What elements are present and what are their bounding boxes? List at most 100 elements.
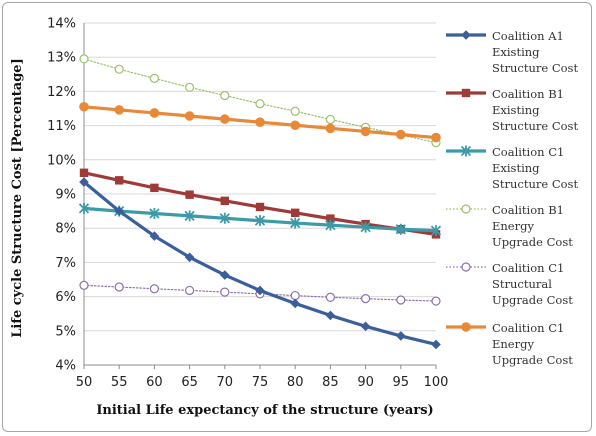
gridlines bbox=[84, 22, 436, 366]
legend-label: Energy bbox=[492, 219, 534, 233]
legend-label: Coalition C1 bbox=[492, 261, 564, 275]
data-point bbox=[396, 295, 406, 305]
data-point bbox=[325, 219, 336, 231]
data-point bbox=[255, 99, 265, 109]
y-tick-label: 7% bbox=[55, 256, 76, 271]
data-point bbox=[219, 212, 230, 224]
legend-label: Upgrade Cost bbox=[492, 235, 573, 249]
y-axis-title: Life cycle Structure Cost [Percentage] bbox=[10, 58, 25, 337]
data-point bbox=[149, 231, 160, 241]
legend-entry: Coalition B1 Existing Structure Cost bbox=[446, 87, 578, 133]
data-point bbox=[115, 176, 124, 185]
x-tick-label: 80 bbox=[287, 375, 304, 390]
y-tick-label: 4% bbox=[55, 359, 76, 374]
y-tick-label: 10% bbox=[47, 153, 76, 168]
legend-label: Coalition B1 bbox=[492, 87, 564, 101]
data-point bbox=[290, 217, 301, 229]
data-point bbox=[360, 221, 371, 233]
data-point bbox=[79, 54, 89, 64]
data-point bbox=[114, 105, 124, 115]
legend-entry: Coalition A1 Existing Structure Cost bbox=[446, 29, 578, 75]
data-point bbox=[78, 202, 90, 214]
x-tick-label: 85 bbox=[322, 375, 339, 390]
data-point bbox=[325, 114, 335, 125]
data-point bbox=[220, 114, 230, 124]
x-tick-label: 55 bbox=[111, 375, 128, 390]
data-point bbox=[150, 183, 159, 193]
data-point bbox=[79, 168, 89, 177]
data-point bbox=[149, 207, 160, 219]
data-point bbox=[220, 90, 230, 101]
x-tick-label: 50 bbox=[76, 375, 93, 390]
data-point bbox=[220, 270, 230, 280]
legend-entry: Coalition C1 Structural Upgrade Cost bbox=[446, 261, 573, 307]
data-point bbox=[360, 126, 371, 137]
data-point bbox=[114, 206, 124, 216]
x-tick-label: 95 bbox=[393, 375, 410, 390]
x-tick-label: 65 bbox=[181, 375, 198, 390]
series-6 bbox=[79, 101, 441, 143]
legend-label: Upgrade Cost bbox=[492, 293, 573, 307]
data-point bbox=[431, 296, 441, 306]
legend-swatch-marker bbox=[461, 88, 471, 98]
y-tick-label: 8% bbox=[55, 222, 76, 237]
x-tick-label: 90 bbox=[357, 375, 374, 390]
legend-label: Energy bbox=[492, 337, 534, 351]
data-point bbox=[325, 123, 336, 134]
series-4 bbox=[79, 54, 441, 148]
data-point bbox=[395, 223, 406, 235]
x-axis-title: Initial Life expectancy of the structure… bbox=[96, 403, 433, 418]
data-point bbox=[326, 214, 335, 223]
legend-label: Coalition B1 bbox=[492, 203, 564, 217]
x-tick-label: 75 bbox=[252, 375, 269, 390]
data-point bbox=[290, 106, 300, 116]
y-tick-label: 14% bbox=[47, 17, 76, 32]
data-point bbox=[220, 196, 229, 206]
y-tick-label: 6% bbox=[55, 290, 76, 305]
legend-label: Existing bbox=[492, 161, 540, 175]
data-point bbox=[79, 101, 89, 112]
legend-swatch-marker bbox=[461, 204, 471, 214]
data-point bbox=[396, 129, 406, 140]
y-tick-label: 9% bbox=[55, 188, 76, 203]
y-tick-label: 5% bbox=[55, 324, 76, 339]
legend-swatch-marker bbox=[461, 30, 471, 40]
data-point bbox=[185, 82, 195, 92]
legend-label: Structure Cost bbox=[492, 119, 578, 133]
series-layer bbox=[78, 54, 442, 350]
data-point bbox=[431, 132, 441, 143]
x-tick-label: 70 bbox=[217, 375, 234, 390]
data-point bbox=[255, 117, 265, 127]
data-point bbox=[185, 190, 194, 199]
data-point bbox=[79, 280, 89, 290]
data-point bbox=[184, 111, 195, 121]
axes: 4% 5% 6% 7% 8% 9% 10% 11% 12% 13% 14% 50 55 60 65 70 75 8… bbox=[47, 17, 448, 391]
y-tick-label: 11% bbox=[47, 119, 76, 134]
legend-entry: Coalition C1 Existing Structure Cost bbox=[446, 145, 578, 191]
data-point bbox=[184, 252, 195, 263]
x-tick-label: 100 bbox=[424, 375, 449, 390]
data-point bbox=[254, 215, 266, 227]
data-point bbox=[149, 108, 160, 118]
data-point bbox=[396, 331, 406, 341]
legend-label: Coalition A1 bbox=[492, 29, 564, 43]
legend-label: Coalition C1 bbox=[492, 321, 564, 335]
series-1 bbox=[79, 177, 441, 350]
data-point bbox=[220, 287, 230, 297]
x-tick-label: 60 bbox=[146, 375, 163, 390]
data-point bbox=[79, 177, 89, 187]
legend-entry: Coalition B1 Energy Upgrade Cost bbox=[446, 203, 573, 249]
data-point bbox=[149, 73, 159, 84]
legend-label: Structural bbox=[492, 277, 552, 291]
data-point bbox=[325, 310, 336, 321]
data-point bbox=[114, 64, 124, 74]
legend-swatch-marker bbox=[461, 322, 471, 332]
data-point bbox=[430, 225, 442, 237]
data-point bbox=[184, 210, 195, 222]
legend-label: Upgrade Cost bbox=[492, 353, 573, 367]
legend-swatch-marker bbox=[461, 262, 471, 272]
data-point bbox=[360, 321, 371, 332]
data-point bbox=[255, 285, 265, 296]
